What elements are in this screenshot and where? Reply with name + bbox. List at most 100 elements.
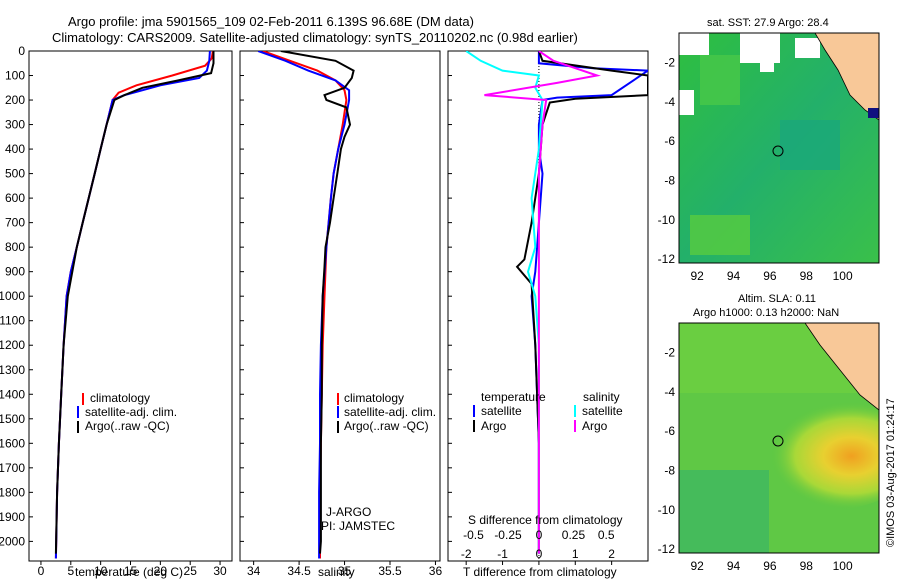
depth-tick-label: 1600 [0,436,25,450]
legend-t-argo: Argo [481,419,507,433]
sst-map-lon-label: 94 [727,269,741,283]
depth-tick-label: 300 [5,118,25,132]
legend-climatology: climatology [90,391,150,405]
sla-map-lon-label: 94 [727,559,741,573]
difference-t-xtick-label: -2 [461,547,472,561]
difference-legend: temperature salinity satellite Argo sate… [473,390,623,433]
legend-argo: Argo(..raw -QC) [85,419,170,433]
difference-top-label: S difference from climatology [468,513,623,527]
sla-map-lon-label: 100 [833,559,853,573]
temperature-xtick-label: 10 [94,564,108,578]
difference-s-tick-label: -0.5 [463,528,484,542]
cloud-mask [760,60,774,72]
sla-map-frame [678,322,880,554]
sst-map-lat-label: -12 [658,252,676,266]
depth-tick-label: 1300 [0,363,25,377]
sla-map-lon-label: 98 [800,559,814,573]
depth-tick-label: 1000 [0,289,25,303]
salinity-xtick-label: 36 [429,564,443,578]
temperature-series-satellite-adj-clim- [54,51,211,559]
sst-map-lon-label: 98 [800,269,814,283]
depth-tick-label: 0 [18,44,25,58]
sla-map-lat-label: -2 [664,345,675,359]
legend-argo: Argo(..raw -QC) [344,419,429,433]
imos-credit: ©IMOS 03-Aug-2017 01:24:17 [885,398,897,547]
difference-t-xtick-label: 1 [572,547,579,561]
sla-map-lat-label: -4 [664,385,675,399]
depth-tick-label: 1800 [0,485,25,499]
difference-s-tick-label: 0.5 [598,528,615,542]
depth-tick-label: 700 [5,216,25,230]
sst-map-lat-label: -10 [658,213,676,227]
sla-map-lon-label: 96 [763,559,777,573]
depth-tick-label: 1400 [0,387,25,401]
salinity-panel [239,50,441,562]
temperature-xtick-label: 5 [67,564,74,578]
argo-location-marker [772,145,784,157]
depth-tick-label: 1900 [0,510,25,524]
salinity-xtick-label: 34 [247,564,261,578]
difference-panel [447,50,649,562]
sst-map-lat-label: -2 [664,55,675,69]
depth-tick-label: 900 [5,265,25,279]
salinity-xtick-label: 35 [338,564,352,578]
depth-tick-label: 100 [5,69,25,83]
sla-map [679,323,879,553]
sla-map-lat-label: -10 [658,503,676,517]
difference-t-xtick-label: -1 [497,547,508,561]
legend-s-argo: Argo [582,419,608,433]
depth-tick-label: 2000 [0,534,25,548]
temperature-xtick-label: 30 [213,564,227,578]
legend-s-satellite: satellite [582,404,623,418]
sst-patch [700,55,740,105]
sst-map-lon-label: 100 [833,269,853,283]
title-line-2: Climatology: CARS2009. Satellite-adjuste… [52,30,578,45]
difference-t-xtick-label: 0 [536,547,543,561]
difference-series-salinity-argo [484,51,602,554]
sst-patch [780,120,840,170]
argo-location-marker [772,435,784,447]
difference-series-temperature-satellite [530,51,648,554]
temperature-series-argo [54,51,215,554]
sst-map [679,33,879,263]
sst-map-lon-label: 96 [763,269,777,283]
difference-s-tick-label: 0 [536,528,543,542]
annotation-jargo: J-ARGO [326,505,371,519]
sla-high [740,390,879,510]
annotation-pi: PI: JAMSTEC [321,519,395,533]
difference-s-tick-label: -0.25 [494,528,522,542]
difference-s-tick-label: 0.25 [562,528,586,542]
title-line-1: Argo profile: jma 5901565_109 02-Feb-201… [68,14,474,29]
salinity-xtick-label: 34.5 [287,564,311,578]
depth-tick-label: 600 [5,191,25,205]
sst-map-title: sat. SST: 27.9 Argo: 28.4 [707,17,829,29]
cloud-mask [740,33,780,63]
temperature-xtick-label: 25 [184,564,198,578]
sla-map-title-2: Argo h1000: 0.13 h2000: NaN [693,307,839,319]
sla-map-lon-label: 92 [691,559,705,573]
sumatra-land [814,33,879,121]
depth-tick-label: 1100 [0,314,25,328]
salinity-series-argo [280,51,355,554]
depth-tick-label: 800 [5,240,25,254]
legend-climatology: climatology [344,391,404,405]
cloud-mask [679,90,694,115]
depth-tick-label: 200 [5,93,25,107]
temperature-legend: climatology satellite-adj. clim. Argo(..… [77,391,177,433]
salinity-xlabel: salinity [318,565,355,579]
depth-tick-label: 1500 [0,412,25,426]
legend-satellite: satellite-adj. clim. [85,405,177,419]
sst-map-lat-label: -8 [664,173,675,187]
temperature-xtick-label: 0 [38,564,45,578]
sla-map-title-1: Altim. SLA: 0.11 [738,293,816,305]
difference-series-salinity-satellite [465,51,544,554]
sst-patch [690,215,750,255]
salinity-legend: climatology satellite-adj. clim. Argo(..… [321,391,436,533]
temperature-series-climatology [54,51,214,559]
difference-xlabel: T difference from climatology [463,565,617,579]
temperature-xlabel: temperature (deg C) [75,565,183,579]
legend-salinity-title: salinity [583,390,620,404]
sla-map-lat-label: -12 [658,542,676,556]
temperature-panel [28,50,233,562]
depth-tick-label: 1700 [0,461,25,475]
